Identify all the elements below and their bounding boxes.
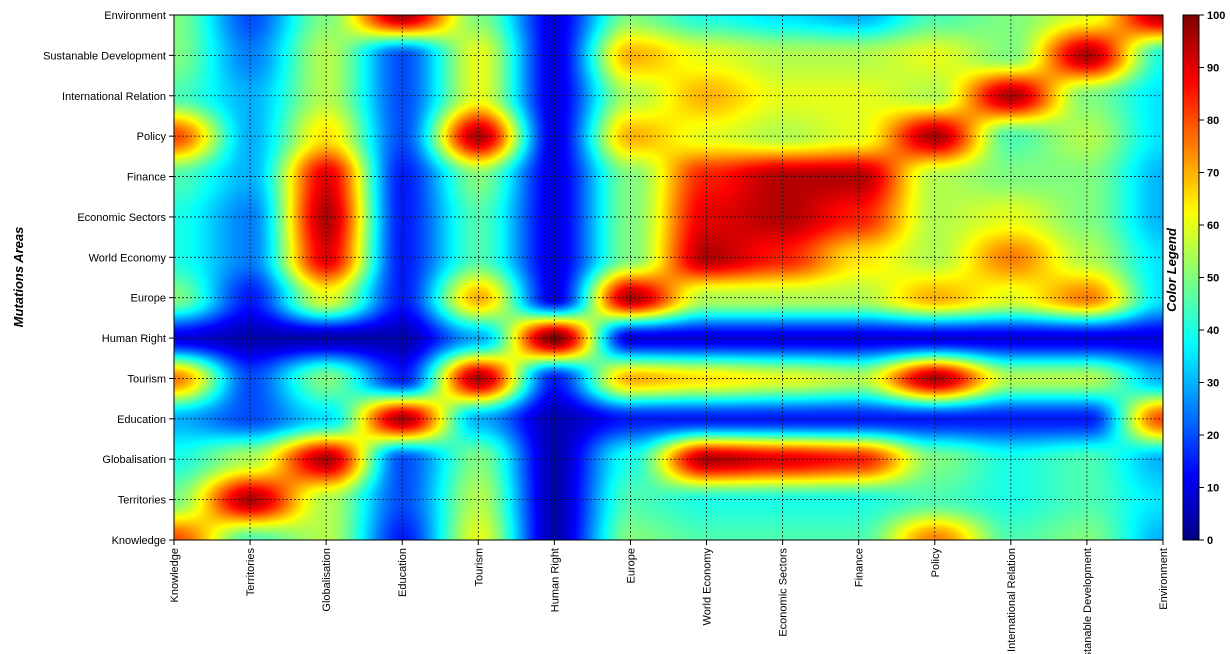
y-tick-label: Education <box>117 414 166 426</box>
colorbar-tick-label: 100 <box>1207 10 1225 22</box>
x-tick-label: Human Right <box>549 548 561 612</box>
y-tick-label: Policy <box>137 131 167 143</box>
x-tick-label: Globalisation <box>321 548 333 612</box>
x-tick-label: Economic Sectors <box>778 548 790 637</box>
y-tick-label: World Economy <box>89 252 167 264</box>
colorbar-tick-label: 80 <box>1207 115 1219 127</box>
colorbar-tick-label: 90 <box>1207 63 1219 75</box>
x-tick-label: Europe <box>625 548 637 583</box>
x-tick-label: International Relation <box>1006 548 1018 652</box>
y-tick-label: Globalisation <box>102 454 166 466</box>
colorbar-tick-label: 10 <box>1207 483 1219 495</box>
plot-frame <box>173 14 1164 541</box>
heatmap-surface <box>174 15 1163 540</box>
colorbar-tick-label: 50 <box>1207 273 1219 285</box>
colorbar-tick-label: 0 <box>1207 535 1213 547</box>
x-tick-label: Territories <box>245 548 257 597</box>
x-tick-label: World Economy <box>702 548 714 626</box>
y-axis-title: Mutations Areas <box>11 227 26 328</box>
y-tick-label: Sustanable Development <box>43 50 166 62</box>
x-tick-label: Sustanable Development <box>1082 548 1094 654</box>
x-axis-ticks: Knowledge Territories Globalisation Educati… <box>169 540 1170 654</box>
color-legend-bar <box>1183 15 1199 540</box>
x-tick-label: Knowledge <box>169 548 181 602</box>
legend-frame <box>1182 14 1200 541</box>
colorbar-ticks: 0 10 20 30 40 50 60 70 80 90 100 <box>1199 10 1225 547</box>
y-tick-label: Europe <box>131 293 166 305</box>
x-tick-label: Finance <box>854 548 866 587</box>
y-tick-label: Human Right <box>102 333 166 345</box>
colorbar-tick-label: 40 <box>1207 325 1219 337</box>
x-tick-label: Environment <box>1158 548 1170 610</box>
colorbar-title: Color Legend <box>1164 227 1179 312</box>
y-tick-label: Finance <box>127 172 166 184</box>
y-tick-label: International Relation <box>62 91 166 103</box>
x-tick-label: Education <box>397 548 409 597</box>
colorbar-tick-label: 70 <box>1207 168 1219 180</box>
x-tick-label: Policy <box>930 548 942 578</box>
colorbar-tick-label: 60 <box>1207 220 1219 232</box>
colorbar-tick-label: 20 <box>1207 430 1219 442</box>
grid-lines <box>173 14 1164 541</box>
colorbar-tick-label: 30 <box>1207 378 1219 390</box>
y-tick-label: Knowledge <box>112 535 166 547</box>
y-tick-label: Environment <box>104 10 166 22</box>
y-axis-ticks: Knowledge Territories Globalisation Educati… <box>43 10 174 547</box>
y-tick-label: Tourism <box>127 373 166 385</box>
y-tick-label: Territories <box>118 495 167 507</box>
x-tick-label: Tourism <box>473 548 485 587</box>
y-tick-label: Economic Sectors <box>77 212 166 224</box>
